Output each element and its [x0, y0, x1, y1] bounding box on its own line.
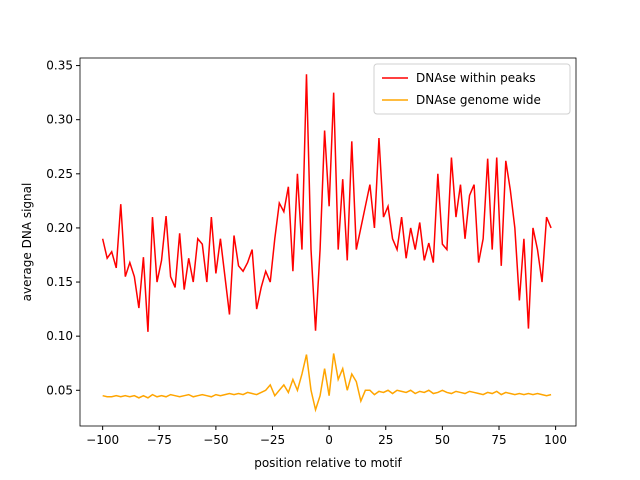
legend: DNAse within peaks DNAse genome wide [373, 63, 571, 115]
x-tick-label: −75 [147, 433, 172, 447]
y-tick-label: 0.05 [46, 383, 73, 397]
y-axis-label: average DNA signal [20, 183, 34, 302]
x-tick-label: 25 [378, 433, 393, 447]
data-line [101, 74, 552, 332]
legend-label: DNAse genome wide [416, 93, 541, 107]
legend-box [373, 63, 571, 115]
y-tick-label: 0.25 [46, 167, 73, 181]
x-tick-label: −50 [203, 433, 228, 447]
plot-frame [79, 57, 577, 427]
y-tick-label: 0.10 [46, 329, 73, 343]
x-axis-label: position relative to motif [254, 456, 402, 470]
legend-label: DNAse within peaks [416, 71, 536, 85]
y-tick-label: 0.20 [46, 221, 73, 235]
x-tick-label: 0 [325, 433, 333, 447]
data-line [102, 353, 552, 413]
y-tick-label: 0.35 [46, 59, 73, 73]
x-tick-label: 75 [491, 433, 506, 447]
x-tick-label: −100 [86, 433, 119, 447]
x-tick-label: 100 [544, 433, 567, 447]
x-tick-label: −25 [260, 433, 285, 447]
y-tick-label: 0.15 [46, 275, 73, 289]
x-tick-label: 50 [435, 433, 450, 447]
y-tick-label: 0.30 [46, 113, 73, 127]
